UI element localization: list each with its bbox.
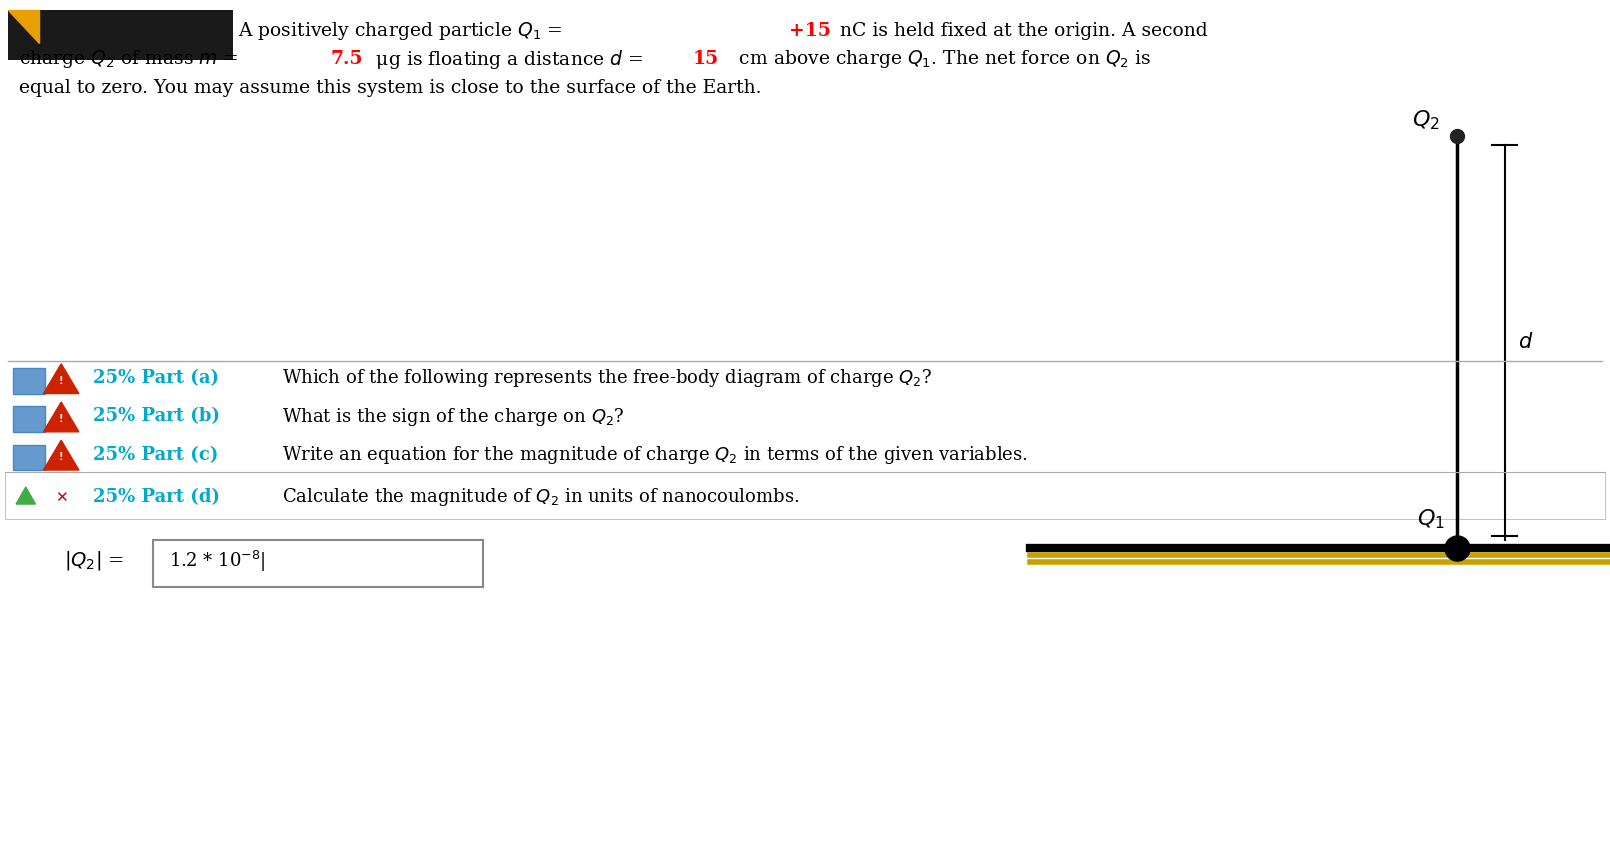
Text: $Q_1$: $Q_1$ bbox=[1417, 507, 1444, 531]
Text: nC is held fixed at the origin. A second: nC is held fixed at the origin. A second bbox=[834, 22, 1208, 41]
Text: equal to zero. You may assume this system is close to the surface of the Earth.: equal to zero. You may assume this syste… bbox=[19, 78, 762, 97]
Polygon shape bbox=[16, 487, 35, 504]
Text: +15: +15 bbox=[789, 22, 831, 41]
Text: !: ! bbox=[60, 414, 63, 424]
Text: 25% Part (c): 25% Part (c) bbox=[93, 445, 219, 464]
Polygon shape bbox=[43, 364, 79, 394]
Bar bbox=[13, 406, 45, 432]
Text: $d$: $d$ bbox=[1518, 332, 1534, 352]
Text: Write an equation for the magnitude of charge $Q_2$ in terms of the given variab: Write an equation for the magnitude of c… bbox=[282, 444, 1027, 466]
Text: 7.5: 7.5 bbox=[330, 50, 362, 69]
Text: $|Q_2|$ =: $|Q_2|$ = bbox=[64, 549, 124, 573]
Text: !: ! bbox=[60, 376, 63, 386]
Text: ✕: ✕ bbox=[55, 490, 68, 505]
Text: 25% Part (d): 25% Part (d) bbox=[93, 488, 221, 507]
Bar bbox=[5, 472, 1605, 518]
Polygon shape bbox=[8, 10, 39, 43]
Text: cm above charge $Q_1$. The net force on $Q_2$ is: cm above charge $Q_1$. The net force on … bbox=[733, 48, 1151, 71]
Bar bbox=[13, 445, 45, 470]
Text: 1.2 * 10$^{-8}$|: 1.2 * 10$^{-8}$| bbox=[169, 548, 266, 574]
Bar bbox=[153, 540, 483, 586]
Polygon shape bbox=[43, 440, 79, 470]
Text: 15: 15 bbox=[692, 50, 718, 69]
Text: 25% Part (a): 25% Part (a) bbox=[93, 369, 219, 388]
Text: !: ! bbox=[60, 452, 63, 462]
Text: What is the sign of the charge on $Q_2$?: What is the sign of the charge on $Q_2$? bbox=[282, 405, 625, 428]
Text: 25% Part (b): 25% Part (b) bbox=[93, 407, 221, 426]
Bar bbox=[13, 368, 45, 394]
Text: A positively charged particle $Q_1$ =: A positively charged particle $Q_1$ = bbox=[238, 20, 565, 42]
Polygon shape bbox=[43, 402, 79, 432]
Text: μg is floating a distance $d$ =: μg is floating a distance $d$ = bbox=[370, 48, 646, 71]
Text: Calculate the magnitude of $Q_2$ in units of nanocoulombs.: Calculate the magnitude of $Q_2$ in unit… bbox=[282, 486, 799, 508]
Text: $Q_2$: $Q_2$ bbox=[1412, 108, 1439, 132]
Bar bbox=[8, 10, 233, 60]
Text: charge $Q_2$ of mass $m$ =: charge $Q_2$ of mass $m$ = bbox=[19, 48, 241, 71]
Text: Which of the following represents the free-body diagram of charge $Q_2$?: Which of the following represents the fr… bbox=[282, 367, 932, 389]
